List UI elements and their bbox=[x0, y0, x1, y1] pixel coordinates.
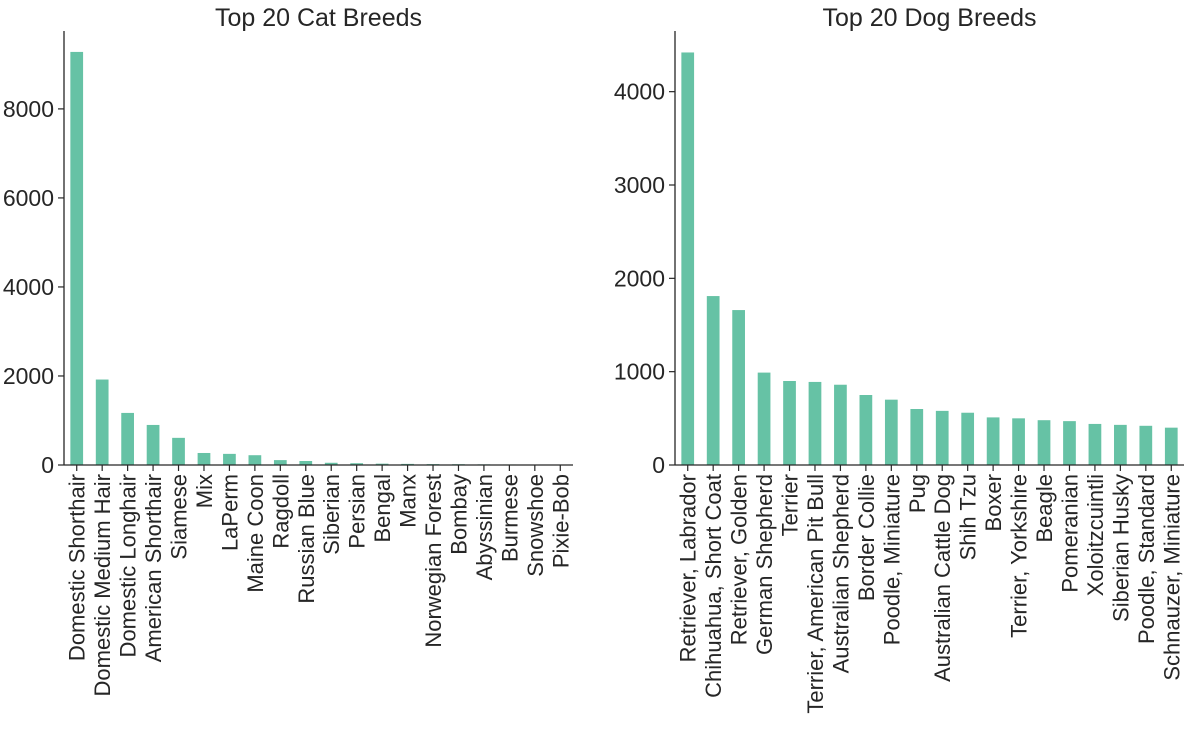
cat-x-tick-label: Russian Blue bbox=[294, 474, 319, 604]
dog-x-tick-label: Australian Cattle Dog bbox=[930, 474, 955, 682]
dog-y-tick-label: 2000 bbox=[614, 265, 665, 291]
dog-bar bbox=[885, 400, 898, 465]
cat-x-tick-label: Siberian bbox=[319, 474, 344, 555]
dog-y-tick-label: 3000 bbox=[614, 172, 665, 198]
dog-x-tick-label: Beagle bbox=[1032, 474, 1057, 543]
dog-bar bbox=[987, 417, 1000, 465]
dog-bar bbox=[1114, 425, 1127, 465]
dog-chart-panel: Top 20 Dog Breeds 0 1000 2000 3000 4000 Retrie… bbox=[614, 4, 1184, 714]
dog-chart-title: Top 20 Dog Breeds bbox=[822, 4, 1036, 32]
dog-y-tick-label: 0 bbox=[652, 452, 665, 478]
dog-x-tick-label: Schnauzer, Miniature bbox=[1159, 474, 1184, 681]
dog-x-tick-label: Poodle, Standard bbox=[1134, 474, 1159, 644]
cat-bar bbox=[172, 438, 185, 465]
cat-x-tick-label: Mix bbox=[192, 474, 217, 508]
cat-x-tick-label: Burmese bbox=[497, 474, 522, 562]
cat-x-tick-label: Domestic Longhair bbox=[116, 474, 141, 657]
dog-bar bbox=[707, 296, 720, 465]
dog-bar bbox=[910, 409, 923, 465]
dog-bar bbox=[936, 411, 949, 465]
cat-x-tick-label: Pixie-Bob bbox=[548, 474, 573, 568]
dog-x-tick-label: Retriever, Golden bbox=[727, 474, 752, 645]
cat-x-tick-label: American Shorthair bbox=[141, 474, 166, 662]
cat-x-tick-label: Siamese bbox=[167, 474, 192, 560]
cat-y-tick-label: 0 bbox=[41, 452, 54, 478]
dog-bar bbox=[681, 52, 694, 465]
cat-x-tick-label: Abyssinian bbox=[472, 474, 497, 580]
dog-bar bbox=[758, 373, 771, 465]
dog-x-tick-label: Terrier bbox=[778, 474, 803, 536]
dog-x-tick-label: Chihuahua, Short Coat bbox=[701, 474, 726, 698]
cat-chart-title: Top 20 Cat Breeds bbox=[215, 4, 422, 32]
dog-bar bbox=[961, 413, 974, 465]
dog-x-tick-label: Pomeranian bbox=[1057, 474, 1082, 593]
dog-bar bbox=[834, 385, 847, 465]
cat-bar bbox=[121, 413, 134, 465]
cat-x-tick-label: Persian bbox=[345, 474, 370, 549]
dog-x-tick-label: Xoloitzcuintli bbox=[1083, 474, 1108, 596]
dog-bar bbox=[809, 382, 822, 465]
cat-y-tick-label: 2000 bbox=[3, 363, 54, 389]
dog-bar bbox=[1089, 424, 1102, 465]
cat-chart-panel: Top 20 Cat Breeds 0 2000 4000 6000 8000 Domest… bbox=[3, 4, 573, 697]
cat-x-tick-label: Norwegian Forest bbox=[421, 474, 446, 648]
cat-x-tick-label: Bombay bbox=[446, 474, 471, 555]
cat-y-tick-label: 6000 bbox=[3, 185, 54, 211]
dog-bar bbox=[783, 381, 796, 465]
cat-bar bbox=[70, 52, 83, 465]
cat-x-tick-label: LaPerm bbox=[217, 474, 242, 551]
dog-x-tick-label: Siberian Husky bbox=[1108, 474, 1133, 622]
cat-x-tick-label: Bengal bbox=[370, 474, 395, 543]
dog-y-tick-label: 4000 bbox=[614, 79, 665, 105]
dog-x-tick-label: Terrier, American Pit Bull bbox=[803, 474, 828, 714]
dog-bar bbox=[732, 310, 745, 465]
cat-y-tick-label: 8000 bbox=[3, 96, 54, 122]
dog-x-tick-label: Retriever, Labrador bbox=[676, 474, 701, 662]
cat-bar bbox=[96, 380, 109, 465]
dog-bar bbox=[1038, 420, 1051, 465]
dog-x-tick-label: Poodle, Miniature bbox=[879, 474, 904, 645]
dog-bar bbox=[1012, 418, 1025, 465]
cat-x-tick-label: Ragdoll bbox=[268, 474, 293, 549]
cat-x-tick-label: Domestic Medium Hair bbox=[90, 474, 115, 697]
dog-x-tick-label: German Shepherd bbox=[752, 474, 777, 655]
cat-bar bbox=[249, 455, 262, 465]
cat-y-tick-label: 4000 bbox=[3, 274, 54, 300]
dog-x-tick-label: Terrier, Yorkshire bbox=[1007, 474, 1032, 638]
dog-x-tick-label: Pug bbox=[905, 474, 930, 513]
cat-x-tick-label: Domestic Shorthair bbox=[65, 474, 90, 661]
dog-x-tick-label: Border Collie bbox=[854, 474, 879, 601]
cat-bar bbox=[223, 454, 236, 465]
cat-x-tick-label: Manx bbox=[396, 474, 421, 528]
dog-x-tick-label: Boxer bbox=[981, 474, 1006, 531]
dog-bar bbox=[860, 395, 873, 465]
cat-x-tick-label: Snowshoe bbox=[523, 474, 548, 577]
cat-x-tick-label: Maine Coon bbox=[243, 474, 268, 593]
cat-bar bbox=[274, 460, 287, 465]
dog-x-tick-label: Australian Shepherd bbox=[828, 474, 853, 673]
cat-bar bbox=[147, 425, 160, 465]
dog-x-tick-label: Shih Tzu bbox=[956, 474, 981, 560]
cat-bar bbox=[198, 453, 211, 465]
dog-bar bbox=[1139, 426, 1152, 465]
dog-y-tick-label: 1000 bbox=[614, 359, 665, 385]
dog-bar bbox=[1063, 421, 1076, 465]
dog-bar bbox=[1165, 428, 1178, 465]
